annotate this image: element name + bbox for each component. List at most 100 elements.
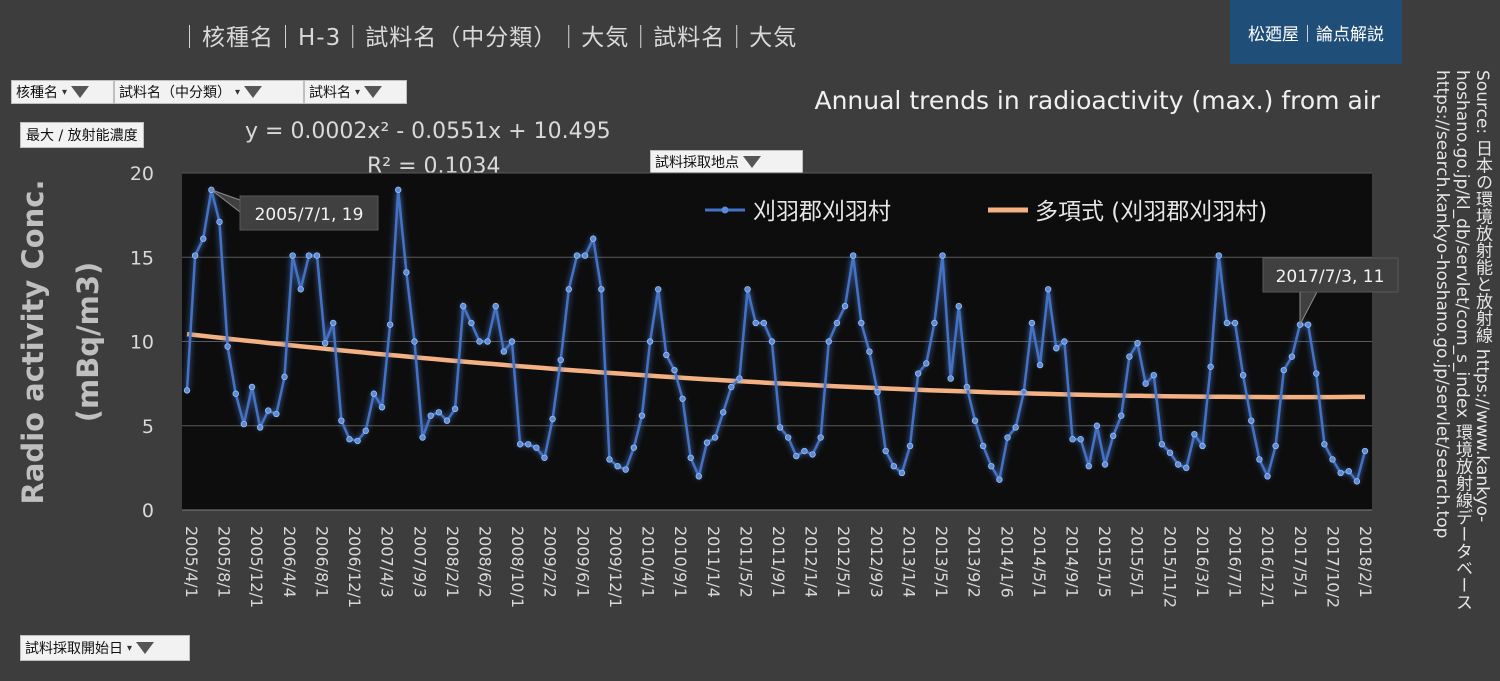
data-point [793,452,800,460]
x-tick-label: 2013/1/4 [899,526,918,598]
value-field-button[interactable]: 最大 / 放射能濃度 [20,122,144,148]
page-title: ｜核種名｜H-3｜試料名（中分類）｜大気｜試料名｜大気 [178,25,798,51]
data-point [979,442,987,450]
data-point [1313,370,1320,377]
filter-sample-mid-label: 試料名（中分類） [119,85,231,101]
x-tick-label: 2016/12/1 [1258,526,1277,608]
filter-funnel-icon [136,642,155,654]
data-point [947,375,954,382]
data-point [1361,447,1369,455]
x-tick-label: 2011/1/4 [704,526,723,598]
y-tick-label: 20 [130,163,154,185]
x-tick-label: 2008/2/1 [443,526,462,598]
data-point [1028,319,1036,327]
data-point [1093,422,1101,429]
data-point [1020,388,1027,396]
x-tick-label: 2013/9/2 [965,526,984,598]
data-point [914,370,922,377]
filter-funnel-icon [71,86,90,98]
data-point [1101,461,1109,468]
data-point [484,338,491,345]
data-point [687,454,694,461]
data-point [305,252,313,259]
filter-start-date-button[interactable]: 試料採取開始日 ▾ [20,635,190,661]
data-point [248,383,256,391]
data-point [411,338,418,345]
data-point [281,373,288,381]
y-tick-label: 10 [130,332,154,354]
data-point [1004,434,1011,441]
data-point [679,395,686,402]
data-point [858,319,865,327]
data-point [549,415,556,423]
filter-sample-mid-button[interactable]: 試料名（中分類） ▾ [114,80,304,104]
annotation-label: 2017/7/3, 11 [1276,267,1385,287]
data-point [923,360,930,367]
data-point [541,454,548,461]
legend-label: 刈羽郡刈羽村 [753,199,891,225]
data-point [191,252,199,259]
data-point [435,409,443,416]
data-point [346,436,353,443]
data-point [1256,456,1263,463]
data-point [313,252,321,259]
data-point [256,424,264,431]
x-tick-label: 2014/1/6 [997,526,1016,598]
data-point [1248,417,1255,424]
chart-title: Annual trends in radioactivity (max.) fr… [814,86,1380,115]
data-point [216,218,223,226]
data-point [565,286,573,293]
data-point [354,437,361,445]
data-point [183,387,191,394]
x-tick-label: 2005/8/1 [215,526,234,598]
data-point [971,417,979,424]
x-tick-label: 2009/2/2 [541,526,560,598]
y-tick-label: 0 [142,500,154,522]
data-point [784,434,792,441]
data-point [703,439,711,446]
data-point [1158,441,1166,448]
data-point [451,405,459,413]
x-tick-label: 2007/9/3 [410,526,429,598]
data-point [695,473,703,480]
filter-funnel-icon [743,156,761,168]
data-point [1280,366,1287,374]
x-tick-label: 2017/10/2 [1323,526,1342,608]
data-point [719,409,727,416]
data-point [671,366,678,374]
data-point [663,351,670,359]
line-chart: 0 5 10 15 20 Radio activity Conc. (mBq/m3) 2005… [16,163,1399,608]
filter-nuclide-button[interactable]: 核種名 ▾ [11,80,114,104]
y-axis-title: Radio activity Conc. (mBq/m3) [16,180,105,505]
data-point [825,338,833,345]
annotation-box [1262,257,1399,293]
filter-start-date-label: 試料採取開始日 [25,641,123,657]
data-point [849,252,857,259]
data-point [1044,286,1052,293]
data-point [817,434,824,441]
x-tick-label: 2014/9/1 [1063,526,1082,598]
x-tick-label: 2010/9/1 [671,526,690,598]
data-point [833,319,841,327]
filter-location-button[interactable]: 試料採取地点 [650,150,803,174]
data-point [1264,473,1271,480]
data-point [1118,412,1125,419]
data-point [468,319,475,327]
data-point [988,462,995,470]
data-point [224,343,231,350]
chevron-down-icon: ▾ [235,86,241,98]
x-tick-label: 2010/4/1 [639,526,658,598]
data-point [1109,432,1117,440]
data-point [963,383,971,391]
y-tick-label: 5 [142,416,154,438]
x-tick-label: 2008/10/1 [508,526,527,608]
x-tick-label: 2005/12/1 [247,526,266,608]
x-tick-label: 2008/6/2 [476,526,495,598]
data-point [996,476,1003,483]
data-point [1036,361,1044,369]
data-point [362,427,369,435]
data-point [1223,319,1231,327]
filter-sample-button[interactable]: 試料名 ▾ [304,80,407,104]
data-point [841,302,849,310]
